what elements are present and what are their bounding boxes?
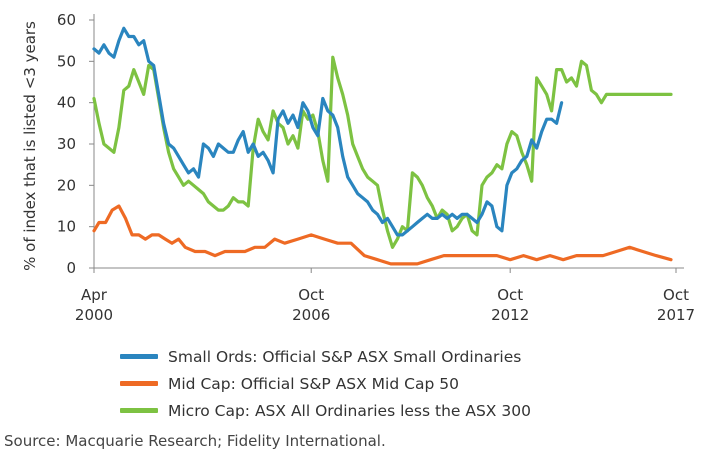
- x-tick-label-month: Oct: [497, 286, 523, 304]
- legend-swatch-small-ords: [120, 354, 158, 359]
- legend-swatch-micro-cap: [120, 408, 158, 413]
- legend-label-small-ords: Small Ords: Official S&P ASX Small Ordin…: [168, 347, 522, 366]
- y-tick-label: 40: [57, 94, 76, 112]
- legend-item-micro-cap: Micro Cap: ASX All Ordinaries less the A…: [120, 397, 531, 424]
- legend-item-small-ords: Small Ords: Official S&P ASX Small Ordin…: [120, 343, 531, 370]
- series-line-small-ords: [92, 26, 564, 237]
- y-tick-label: 50: [57, 52, 76, 70]
- legend-swatch-mid-cap: [120, 381, 158, 386]
- y-tick-label: 20: [57, 176, 76, 194]
- x-tick-label-year: 2012: [491, 306, 529, 324]
- x-tick-label-month: Oct: [663, 286, 689, 304]
- y-tick-label: 60: [57, 11, 76, 29]
- x-tick-label-year: 2000: [75, 306, 113, 324]
- x-tick-label-month: Oct: [298, 286, 324, 304]
- source-note: Source: Macquarie Research; Fidelity Int…: [4, 432, 386, 450]
- line-chart: 0 10 20 30 40 50 60 % of index that is listed <…: [21, 11, 695, 324]
- y-tick-label: 0: [66, 259, 76, 277]
- chart-legend: Small Ords: Official S&P ASX Small Ordin…: [120, 343, 531, 424]
- y-tick-label: 30: [57, 135, 76, 153]
- chart-axes: 0 10 20 30 40 50 60 % of index that is listed <…: [21, 11, 695, 324]
- series-line-mid-cap: [92, 204, 673, 266]
- legend-label-micro-cap: Micro Cap: ASX All Ordinaries less the A…: [168, 401, 531, 420]
- legend-label-mid-cap: Mid Cap: Official S&P ASX Mid Cap 50: [168, 374, 459, 393]
- x-tick-label-year: 2006: [292, 306, 330, 324]
- y-axis-label: % of index that is listed <3 years: [21, 21, 39, 271]
- y-tick-label: 10: [57, 218, 76, 236]
- series-line-micro-cap: [92, 55, 673, 249]
- series-layer: [92, 26, 673, 266]
- x-tick-label-month: Apr: [81, 286, 108, 304]
- x-tick-label-year: 2017: [657, 306, 695, 324]
- legend-item-mid-cap: Mid Cap: Official S&P ASX Mid Cap 50: [120, 370, 531, 397]
